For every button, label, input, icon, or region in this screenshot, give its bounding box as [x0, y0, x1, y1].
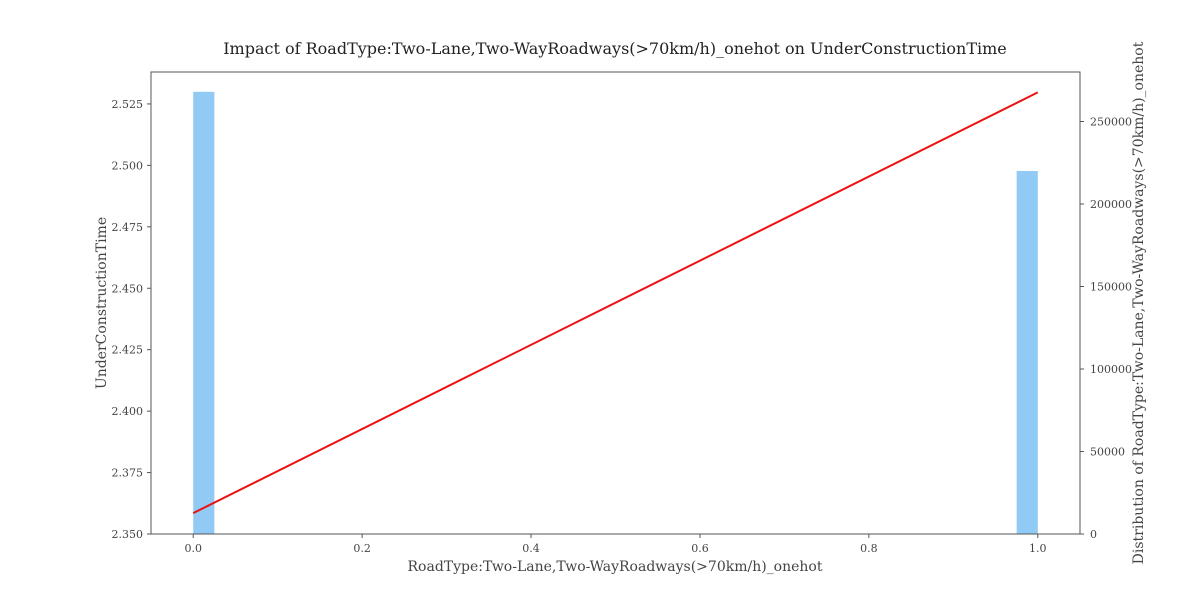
mean-line: [192, 91, 1039, 515]
plot-frame: [150, 71, 1081, 535]
y-right-tick-label: 50000: [1090, 446, 1125, 459]
y-left-tick-label: 2.350: [112, 528, 144, 541]
y-right-tick-label: 250000: [1090, 116, 1132, 129]
y-left-tick-label: 2.375: [112, 467, 144, 480]
y-left-tick-label: 2.500: [112, 159, 144, 172]
y-left-axis-ticks: 2.350 2.375 2.400 2.425 2.450 2.475 2.500 2.525: [112, 98, 151, 541]
y-right-tick-label: 200000: [1090, 198, 1132, 211]
x-tick-label: 0.8: [860, 542, 878, 555]
y-right-tick-label: 150000: [1090, 281, 1132, 294]
x-tick-label: 1.0: [1029, 542, 1047, 555]
histogram-bar-1: [1016, 171, 1038, 534]
chart-title: Impact of RoadType:Two-Lane,Two-WayRoadw…: [223, 39, 1007, 58]
y-right-axis-label: Distribution of RoadType:Two-Lane,Two-Wa…: [1131, 41, 1147, 564]
histogram-bar-0: [193, 91, 215, 535]
x-tick-label: 0.4: [522, 542, 540, 555]
histogram-bars: [193, 91, 1038, 535]
x-tick-label: 0.2: [353, 542, 371, 555]
x-axis-ticks: 0.0 0.2 0.4 0.6 0.8 1.0: [184, 534, 1047, 555]
y-left-tick-label: 2.425: [112, 344, 144, 357]
y-left-tick-label: 2.475: [112, 221, 144, 234]
y-right-axis-ticks: 0 50000 100000 150000 200000 250000: [1080, 116, 1132, 541]
y-right-tick-label: 100000: [1090, 363, 1132, 376]
mean-line-layer: [192, 91, 1039, 515]
y-right-tick-label: 0: [1090, 528, 1097, 541]
x-tick-label: 0.6: [691, 542, 709, 555]
y-left-tick-label: 2.525: [112, 98, 144, 111]
y-left-axis-label: UnderConstructionTime: [94, 217, 110, 389]
x-axis-label: RoadType:Two-Lane,Two-WayRoadways(>70km/…: [408, 559, 823, 575]
x-tick-label: 0.0: [184, 542, 202, 555]
y-left-tick-label: 2.400: [112, 405, 144, 418]
y-left-tick-label: 2.450: [112, 282, 144, 295]
